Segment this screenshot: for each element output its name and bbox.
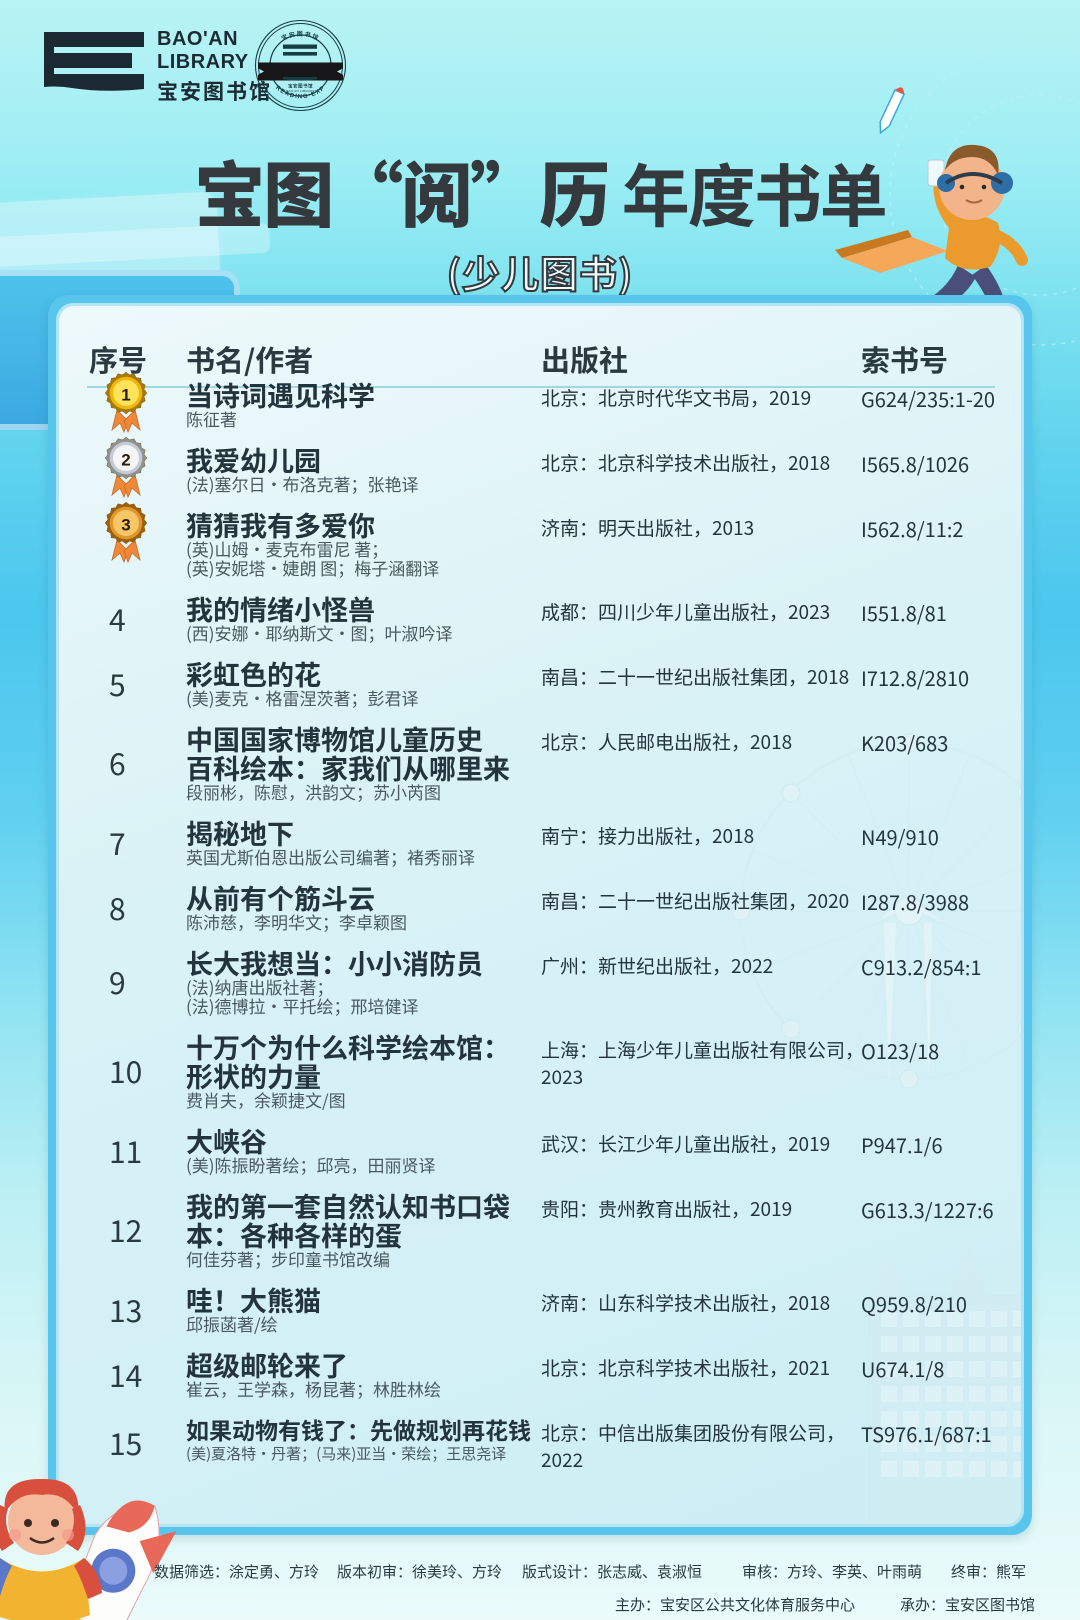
svg-text:1: 1 bbox=[121, 386, 130, 405]
svg-text:2: 2 bbox=[121, 451, 130, 470]
svg-text:宝安图书馆: 宝安图书馆 bbox=[280, 29, 322, 43]
svg-text:BAO'AN LIBRARY: BAO'AN LIBRARY bbox=[286, 89, 315, 93]
svg-text:3: 3 bbox=[121, 516, 130, 535]
